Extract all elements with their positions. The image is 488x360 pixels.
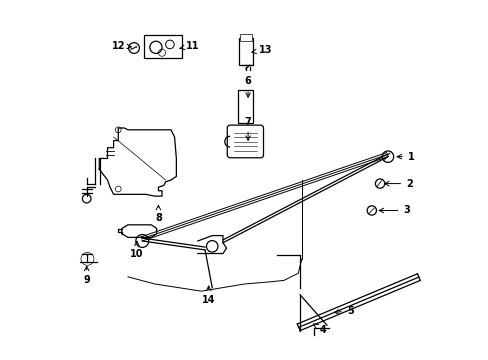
Text: 6: 6: [244, 76, 251, 97]
Text: 5: 5: [334, 306, 353, 316]
Text: 14: 14: [202, 286, 215, 305]
Text: 10: 10: [130, 241, 143, 258]
Text: 13: 13: [251, 45, 271, 55]
Text: 7: 7: [244, 117, 251, 140]
Text: 2: 2: [384, 179, 412, 189]
Text: 12: 12: [111, 41, 131, 50]
Bar: [144, 35, 182, 58]
FancyBboxPatch shape: [227, 125, 263, 158]
Text: 4: 4: [313, 324, 325, 335]
Bar: [239, 39, 253, 65]
Text: 9: 9: [83, 266, 90, 285]
Bar: [240, 34, 252, 41]
Text: 1: 1: [396, 152, 414, 162]
Text: 3: 3: [379, 206, 409, 216]
Text: 11: 11: [180, 41, 199, 50]
Text: 8: 8: [155, 205, 162, 222]
Bar: [238, 90, 252, 123]
